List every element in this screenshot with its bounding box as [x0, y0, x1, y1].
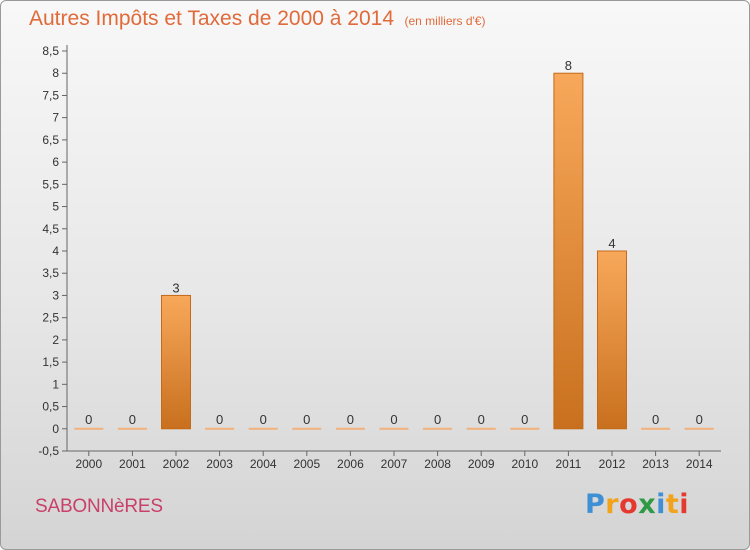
y-tick-label: 4,5 — [42, 222, 59, 236]
x-tick-label: 2004 — [250, 457, 277, 471]
y-tick-label: 3,5 — [42, 266, 59, 280]
brand-letter: i — [656, 489, 666, 520]
data-label: 4 — [608, 236, 615, 251]
x-tick-label: 2000 — [75, 457, 102, 471]
data-label: 0 — [390, 412, 397, 427]
bar — [117, 427, 147, 430]
brand-letter: o — [619, 489, 639, 520]
x-tick-label: 2003 — [206, 457, 233, 471]
x-tick-label: 2009 — [468, 457, 495, 471]
bar — [161, 294, 191, 430]
data-label: 0 — [478, 412, 485, 427]
bars — [74, 72, 714, 430]
y-tick-label: 6 — [52, 155, 59, 169]
bar — [597, 250, 627, 430]
y-tick-label: 1 — [52, 377, 59, 391]
x-tick-label: 2007 — [381, 457, 408, 471]
bar — [423, 427, 453, 430]
x-tick-label: 2010 — [511, 457, 538, 471]
x-tick-label: 2008 — [424, 457, 451, 471]
x-tick-label: 2006 — [337, 457, 364, 471]
x-tick-label: 2014 — [686, 457, 713, 471]
bar — [292, 427, 322, 430]
y-tick-label: 8 — [52, 66, 59, 80]
y-tick-label: 8,5 — [42, 44, 59, 58]
x-tick-label: 2005 — [293, 457, 320, 471]
y-tick-label: 1,5 — [42, 355, 59, 369]
x-tick-label: 2011 — [555, 457, 581, 471]
bar — [248, 427, 278, 430]
brand-logo: Proxiti — [585, 489, 689, 520]
bar — [553, 72, 584, 430]
bar — [641, 427, 671, 430]
commune-name: SABONNèRES — [35, 496, 163, 517]
data-label: 0 — [696, 412, 703, 427]
y-tick-label: -0,5 — [38, 444, 59, 458]
brand-letter: i — [679, 489, 690, 520]
bar — [684, 427, 714, 430]
bar — [335, 427, 365, 430]
bar — [379, 427, 409, 430]
y-tick-label: 6,5 — [42, 133, 59, 147]
data-label: 0 — [434, 412, 441, 427]
data-label: 0 — [260, 412, 267, 427]
data-labels: 0 0 3 0 0 0 0 0 0 0 0 8 4 0 0 — [85, 58, 703, 427]
chart-unit: (en milliers d'€) — [404, 14, 486, 28]
bar — [510, 427, 540, 430]
data-label: 0 — [216, 412, 223, 427]
y-tick-label: 2 — [52, 333, 59, 347]
brand-letter: x — [638, 489, 657, 520]
y-tick-label: 7 — [52, 111, 59, 125]
data-label: 0 — [129, 412, 136, 427]
data-label: 0 — [652, 412, 659, 427]
brand-letter: r — [605, 489, 620, 520]
bar — [466, 427, 496, 430]
x-tick-label: 2012 — [599, 457, 626, 471]
data-label: 0 — [85, 412, 92, 427]
x-tick-label: 2002 — [163, 457, 190, 471]
data-label: 0 — [303, 412, 310, 427]
x-tick-label: 2013 — [642, 457, 669, 471]
data-label: 0 — [347, 412, 354, 427]
brand-letter: t — [665, 489, 680, 520]
y-tick-label: 4 — [52, 244, 59, 258]
y-tick-label: 0,5 — [42, 400, 59, 414]
y-tick-label: 0 — [52, 422, 59, 436]
y-tick-label: 7,5 — [42, 88, 59, 102]
chart-title-block: Autres Impôts et Taxes de 2000 à 2014 (e… — [29, 7, 485, 31]
y-tick-label: 5 — [52, 200, 59, 214]
data-label: 8 — [565, 58, 572, 73]
x-tick-label: 2001 — [119, 457, 146, 471]
data-label: 3 — [172, 280, 179, 295]
bar — [205, 427, 235, 430]
y-tick-label: 2,5 — [42, 311, 59, 325]
chart-title: Autres Impôts et Taxes de 2000 à 2014 — [29, 7, 395, 30]
axes: -0,5 0 0,5 1 1,5 2 2,5 3 3,5 4 4,5 5 5,5 6 6,5 7 7,5 8 8,5… — [38, 44, 721, 471]
data-label: 0 — [521, 412, 528, 427]
bar — [74, 427, 104, 430]
brand-letter: P — [585, 489, 606, 520]
y-tick-label: 5,5 — [42, 177, 59, 191]
y-tick-label: 3 — [52, 288, 59, 302]
